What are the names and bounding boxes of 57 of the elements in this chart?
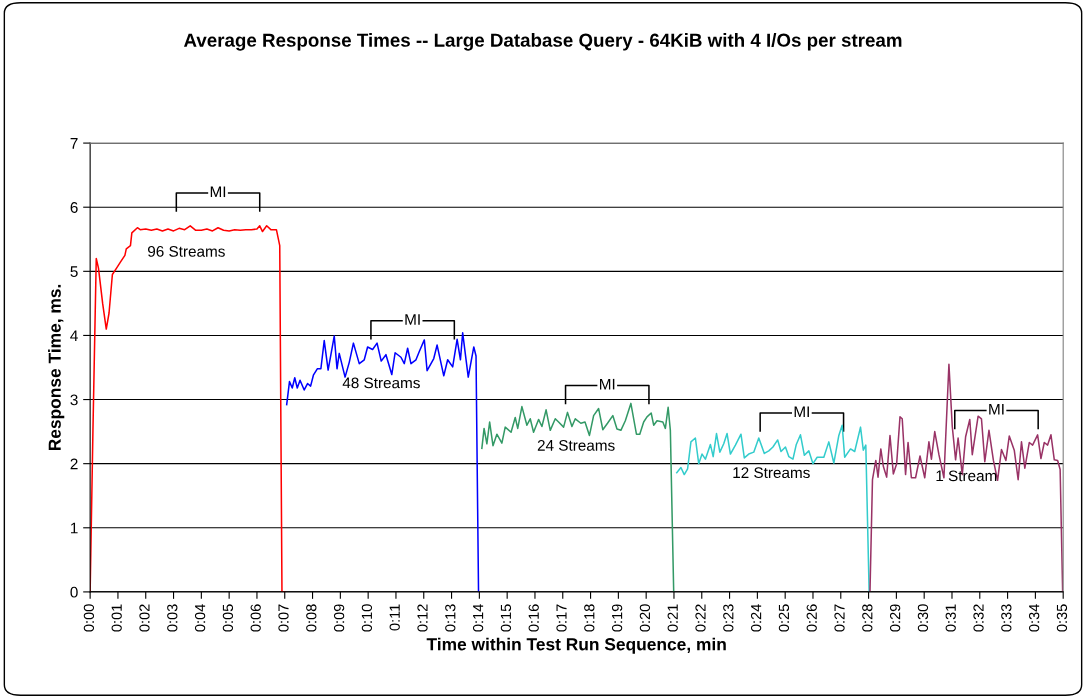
series-label: 96 Streams — [147, 246, 225, 257]
x-tick-label: 0:03 — [167, 604, 178, 632]
chart-title: Average Response Times -- Large Database Query - 64KiB with 4 I/Os per stream — [183, 33, 902, 51]
x-tick-label: 0:12 — [417, 604, 428, 632]
x-tick-label: 0:05 — [222, 604, 234, 632]
annotation: MI — [794, 406, 809, 417]
x-tick-label: 0:07 — [278, 604, 289, 632]
annotation: MI — [405, 314, 420, 325]
series-label: 24 Streams — [537, 439, 615, 451]
x-tick-label: 0:02 — [139, 604, 150, 632]
x-tick-label: 0:21 — [667, 604, 678, 632]
x-tick-label: 0:22 — [695, 604, 706, 632]
y-tick-label: 7 — [70, 138, 78, 149]
x-tick-label: 0:35 — [1056, 604, 1068, 632]
y-tick-label: 2 — [70, 458, 78, 470]
x-tick-label: 0:01 — [111, 604, 122, 632]
x-tick-label: 0:04 — [194, 604, 206, 632]
x-tick-label: 0:26 — [806, 604, 817, 632]
x-tick-label: 0:25 — [778, 604, 790, 632]
x-axis-title: Time within Test Run Sequence, min — [426, 637, 726, 654]
x-tick-label: 0:20 — [639, 604, 651, 632]
x-tick-label: 0:11 — [389, 604, 400, 631]
x-tick-label: 0:29 — [889, 604, 901, 632]
annotation: MI — [989, 403, 1004, 415]
x-tick-label: 0:32 — [973, 604, 984, 632]
series-label: 48 Streams — [342, 377, 420, 389]
x-tick-label: 0:15 — [500, 604, 512, 632]
y-tick-label: 3 — [70, 394, 78, 406]
x-tick-label: 0:28 — [862, 604, 873, 632]
y-tick-label: 4 — [70, 330, 78, 341]
x-tick-label: 0:23 — [723, 604, 734, 632]
y-axis-title: Response Time, ms. — [48, 284, 65, 451]
x-tick-label: 0:09 — [333, 604, 345, 632]
x-tick-label: 0:30 — [917, 604, 929, 632]
x-tick-label: 0:00 — [83, 604, 95, 632]
x-tick-label: 0:33 — [1001, 604, 1012, 632]
x-tick-label: 0:08 — [306, 604, 317, 632]
x-tick-label: 0:18 — [584, 604, 595, 632]
y-tick-label: 6 — [70, 202, 78, 213]
x-tick-label: 0:06 — [250, 604, 261, 632]
x-tick-label: 0:31 — [945, 604, 956, 632]
x-tick-label: 0:24 — [750, 604, 762, 632]
x-tick-label: 0:34 — [1028, 604, 1040, 632]
y-tick-label: 0 — [70, 586, 78, 598]
y-tick-label: 1 — [71, 522, 78, 534]
x-tick-label: 0:16 — [528, 604, 539, 632]
annotation: MI — [600, 378, 615, 390]
series-label: 12 Streams — [733, 467, 810, 479]
y-tick-label: 5 — [70, 266, 78, 278]
x-tick-label: 0:10 — [361, 604, 373, 632]
annotation: MI — [210, 186, 226, 198]
x-tick-label: 0:14 — [472, 604, 484, 632]
series-label: 1 Stream — [936, 470, 997, 482]
x-tick-label: 0:13 — [445, 604, 456, 632]
x-tick-label: 0:17 — [556, 604, 567, 632]
x-tick-label: 0:19 — [611, 604, 623, 632]
x-tick-label: 0:27 — [834, 604, 845, 632]
